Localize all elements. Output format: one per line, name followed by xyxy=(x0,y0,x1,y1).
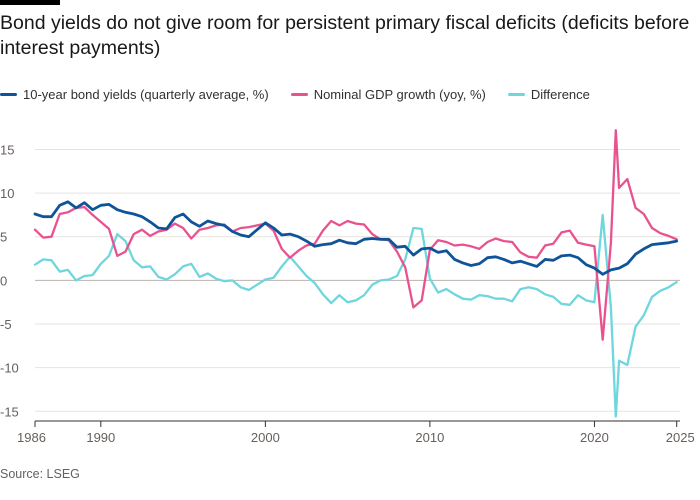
source-note: Source: LSEG xyxy=(0,467,80,481)
y-tick-label: 0 xyxy=(0,273,7,288)
legend-swatch-diff xyxy=(507,92,525,96)
legend-item-gdp-growth: Nominal GDP growth (yoy, %) xyxy=(290,86,486,102)
y-tick-label: -15 xyxy=(0,404,19,419)
legend-label-diff: Difference xyxy=(530,86,590,102)
y-tick-label: 10 xyxy=(0,186,14,201)
y-tick-label: 15 xyxy=(0,142,14,157)
series-line-gdp xyxy=(33,129,678,341)
x-tick-label: 2020 xyxy=(580,430,609,445)
header-accent-bar xyxy=(0,0,60,5)
x-tick-label: 1990 xyxy=(86,430,115,445)
series-line-diff xyxy=(33,213,678,418)
legend-swatch-bond xyxy=(0,92,17,96)
y-tick-label: 5 xyxy=(0,230,7,245)
legend-item-difference: Difference xyxy=(507,86,590,102)
x-tick-label: 2025 xyxy=(666,430,695,445)
y-tick-label: -10 xyxy=(0,361,19,376)
legend-label-bond: 10-year bond yields (quarterly average, … xyxy=(23,86,269,102)
x-tick-label: 1986 xyxy=(17,430,46,445)
series-line-bond xyxy=(33,200,679,276)
legend-swatch-gdp xyxy=(290,92,308,96)
legend-item-bond-yields: 10-year bond yields (quarterly average, … xyxy=(0,87,269,102)
x-tick-label: 2010 xyxy=(415,430,444,445)
y-tick-label: -5 xyxy=(0,317,12,332)
chart-title: Bond yields do not give room for persist… xyxy=(0,12,690,59)
legend: 10-year bond yields (quarterly average, … xyxy=(0,85,612,103)
x-tick-label: 2000 xyxy=(251,430,280,445)
legend-label-gdp: Nominal GDP growth (yoy, %) xyxy=(313,86,486,102)
